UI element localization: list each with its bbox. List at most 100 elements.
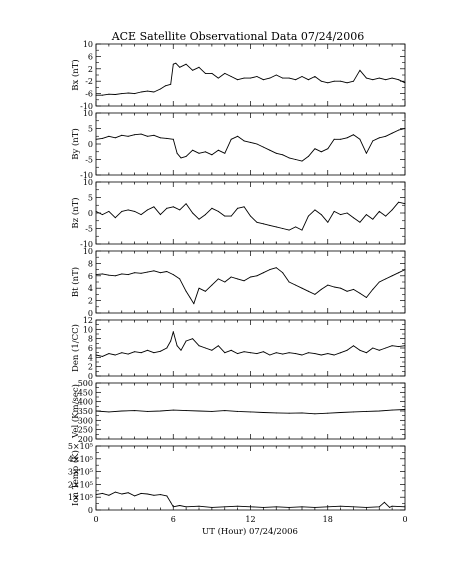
data-point	[301, 412, 303, 414]
data-point	[127, 92, 129, 94]
data-point	[176, 345, 178, 347]
x-tick-label: 12	[245, 515, 255, 524]
data-point	[193, 303, 195, 305]
data-point	[333, 210, 335, 212]
y-tick-label: 4	[88, 284, 93, 293]
data-point	[108, 274, 110, 276]
data-point	[378, 349, 380, 351]
data-point	[189, 297, 191, 298]
data-point	[127, 353, 129, 355]
data-point	[172, 409, 174, 411]
data-point	[307, 215, 309, 217]
data-point	[398, 346, 400, 348]
data-point	[365, 410, 367, 412]
data-point	[307, 290, 309, 292]
data-point	[121, 93, 123, 95]
data-point	[275, 74, 277, 76]
x-tick-labels: 0 6 12 18 0	[93, 515, 407, 524]
data-point	[179, 505, 181, 506]
data-point	[340, 505, 342, 507]
y-tick-label: 200	[78, 435, 93, 444]
data-point	[204, 214, 206, 216]
data-point	[327, 284, 329, 286]
data-point	[269, 77, 271, 79]
data-point	[127, 135, 129, 137]
data-point	[333, 286, 335, 288]
y-axis-label: Bt (nT)	[70, 267, 81, 297]
data-point	[165, 85, 166, 87]
data-point	[295, 79, 297, 81]
y-tick-label: 6	[88, 52, 93, 61]
data-point	[198, 152, 200, 154]
data-point	[211, 207, 213, 209]
data-point	[301, 287, 303, 289]
data-point	[320, 214, 322, 216]
data-point	[404, 409, 406, 410]
y-tick-label: 12	[83, 316, 93, 325]
data-point	[353, 134, 354, 136]
data-point	[365, 214, 367, 216]
y-tick-label: 500	[78, 379, 93, 388]
data-point	[95, 94, 97, 96]
data-point	[320, 288, 322, 290]
data-point	[147, 209, 148, 211]
data-point	[391, 345, 393, 347]
data-point	[114, 94, 116, 95]
data-point	[378, 410, 380, 412]
data-point	[108, 210, 110, 212]
data-point	[365, 77, 367, 79]
data-point	[389, 506, 391, 508]
data-point	[121, 273, 123, 275]
data-point	[353, 80, 354, 82]
data-point	[295, 353, 297, 355]
data-point	[147, 349, 148, 351]
data-point	[101, 273, 103, 275]
data-point	[359, 292, 361, 294]
data-point	[288, 506, 290, 508]
data-point	[134, 134, 136, 136]
data-point	[95, 138, 97, 140]
y-tick-label: 350	[78, 407, 93, 416]
data-point	[172, 63, 174, 65]
data-point	[134, 495, 136, 497]
panel-frame	[95, 112, 406, 176]
data-point	[204, 347, 206, 349]
data-point	[359, 69, 361, 71]
data-point	[114, 217, 116, 219]
data-point	[282, 272, 284, 274]
panel-frame	[95, 43, 406, 107]
data-point	[333, 138, 335, 140]
data-point	[153, 352, 155, 354]
data-point	[372, 79, 374, 81]
data-point	[340, 352, 342, 354]
data-point	[176, 152, 178, 154]
data-point	[185, 155, 187, 157]
data-point	[256, 353, 258, 355]
y-tick-label: -6	[85, 90, 93, 99]
data-point	[333, 354, 335, 356]
data-point	[378, 77, 380, 79]
data-point	[269, 269, 271, 271]
data-point	[140, 91, 142, 93]
y-tick-label: 5	[88, 125, 93, 134]
data-point	[180, 157, 182, 159]
data-point	[159, 494, 161, 496]
data-point	[404, 506, 406, 508]
data-point	[121, 210, 123, 212]
data-point	[114, 275, 116, 277]
data-point	[243, 140, 245, 142]
data-point	[198, 410, 200, 412]
data-point	[340, 287, 342, 289]
data-point	[108, 353, 110, 355]
data-point	[166, 207, 168, 209]
series-line	[95, 128, 406, 162]
data-point	[327, 412, 329, 414]
y-axis-label: Bx (nT)	[70, 59, 81, 91]
data-point	[101, 137, 103, 139]
data-point	[217, 149, 219, 151]
data-point	[383, 501, 385, 503]
data-point	[204, 151, 206, 153]
data-point	[230, 76, 232, 77]
data-point	[114, 137, 116, 139]
